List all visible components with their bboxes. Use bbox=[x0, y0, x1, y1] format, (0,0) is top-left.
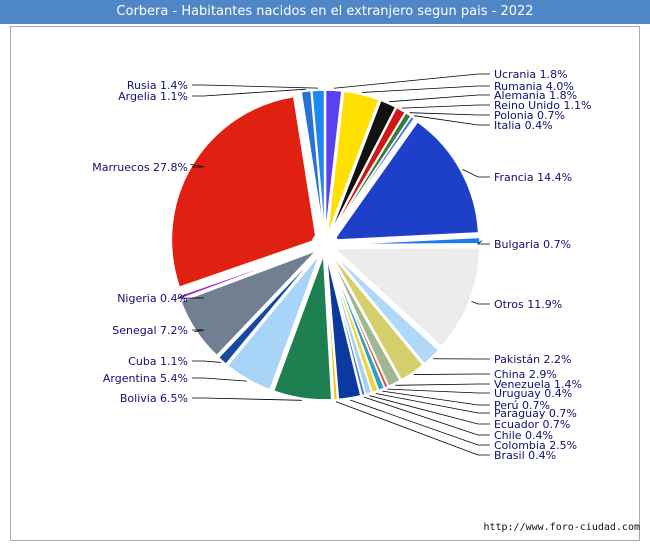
label-venezuela: Venezuela 1.4% bbox=[494, 378, 582, 391]
slice-china bbox=[329, 252, 425, 381]
slice-chile bbox=[326, 254, 367, 397]
label-argelia: Argelia 1.1% bbox=[118, 90, 188, 103]
leader-line-alemania bbox=[389, 94, 490, 103]
leader-line-ecuador bbox=[369, 395, 490, 425]
leader-line-argentina bbox=[192, 377, 247, 382]
label-bolivia: Bolivia 6.5% bbox=[120, 392, 188, 405]
label-alemania: Alemania 1.8% bbox=[494, 89, 577, 102]
leader-line-colombia bbox=[349, 399, 490, 446]
slice-senegal bbox=[179, 249, 318, 357]
slice-brasil bbox=[324, 254, 339, 401]
label-marruecos: Marruecos 27.8% bbox=[92, 161, 188, 174]
leader-line-peru bbox=[382, 390, 490, 406]
label-peru: Perú 0.7% bbox=[494, 399, 550, 412]
slice-rumania bbox=[326, 90, 381, 236]
label-francia: Francia 14.4% bbox=[494, 171, 572, 184]
label-pakistan: Pakistán 2.2% bbox=[494, 353, 572, 366]
label-otros: Otros 11.9% bbox=[494, 298, 562, 311]
leader-line-ucrania bbox=[333, 73, 490, 89]
leader-line-senegal bbox=[192, 329, 205, 333]
leader-line-china bbox=[413, 373, 490, 375]
slice-marruecos bbox=[170, 95, 318, 289]
leader-line-marruecos bbox=[190, 163, 205, 168]
label-cuba: Cuba 1.1% bbox=[128, 355, 188, 368]
leader-line-bulgaria bbox=[476, 240, 490, 245]
leader-line-paraguay bbox=[375, 393, 490, 414]
leader-line-reino-unido bbox=[401, 104, 490, 109]
label-uruguay: Uruguay 0.4% bbox=[494, 387, 572, 400]
label-bulgaria: Bulgaria 0.7% bbox=[494, 238, 571, 251]
label-ecuador: Ecuador 0.7% bbox=[494, 418, 570, 431]
slice-colombia bbox=[325, 254, 362, 401]
leader-line-chile bbox=[363, 396, 490, 436]
slice-rusia bbox=[311, 89, 326, 236]
leader-line-polonia bbox=[409, 112, 490, 116]
label-rusia: Rusia 1.4% bbox=[127, 79, 188, 92]
leader-line-argelia bbox=[192, 88, 306, 97]
slice-francia bbox=[332, 120, 480, 242]
leader-line-bolivia bbox=[192, 397, 302, 401]
label-italia: Italia 0.4% bbox=[494, 119, 553, 132]
label-senegal: Senegal 7.2% bbox=[112, 324, 188, 337]
leader-line-rusia bbox=[192, 84, 319, 89]
slice-bolivia bbox=[272, 254, 333, 401]
slice-nigeria bbox=[177, 247, 316, 301]
slice-italia bbox=[330, 115, 416, 238]
label-chile: Chile 0.4% bbox=[494, 429, 553, 442]
label-rumania: Rumania 4.0% bbox=[494, 80, 574, 93]
leader-line-otros bbox=[471, 301, 490, 305]
label-argentina: Argentina 5.4% bbox=[103, 372, 188, 385]
slice-otros bbox=[332, 246, 481, 348]
leader-line-cuba bbox=[192, 360, 221, 363]
slice-ucrania bbox=[324, 89, 343, 236]
label-reino-unido: Reino Unido 1.1% bbox=[494, 99, 591, 112]
label-brasil: Brasil 0.4% bbox=[494, 449, 556, 462]
label-nigeria: Nigeria 0.4% bbox=[117, 292, 188, 305]
leader-line-uruguay bbox=[387, 388, 490, 394]
chart-title: Corbera - Habitantes nacidos en el extra… bbox=[0, 0, 650, 24]
leader-line-francia bbox=[462, 169, 490, 178]
slice-cuba bbox=[217, 251, 319, 366]
slice-alemania bbox=[328, 99, 397, 237]
leader-line-italia bbox=[414, 115, 490, 126]
label-colombia: Colombia 2.5% bbox=[494, 439, 577, 452]
label-china: China 2.9% bbox=[494, 368, 557, 381]
leader-line-brasil bbox=[335, 401, 490, 456]
slice-argelia bbox=[300, 89, 325, 236]
label-paraguay: Paraguay 0.7% bbox=[494, 407, 577, 420]
slice-pakistan bbox=[331, 251, 440, 366]
footer-credit: http://www.foro-ciudad.com bbox=[483, 522, 640, 533]
slice-argentina bbox=[226, 253, 321, 391]
label-polonia: Polonia 0.7% bbox=[494, 109, 565, 122]
pie-center-hole bbox=[311, 231, 339, 259]
label-ucrania: Ucrania 1.8% bbox=[494, 68, 568, 81]
leader-line-venezuela bbox=[395, 383, 490, 386]
leader-line-rumania bbox=[362, 85, 490, 93]
